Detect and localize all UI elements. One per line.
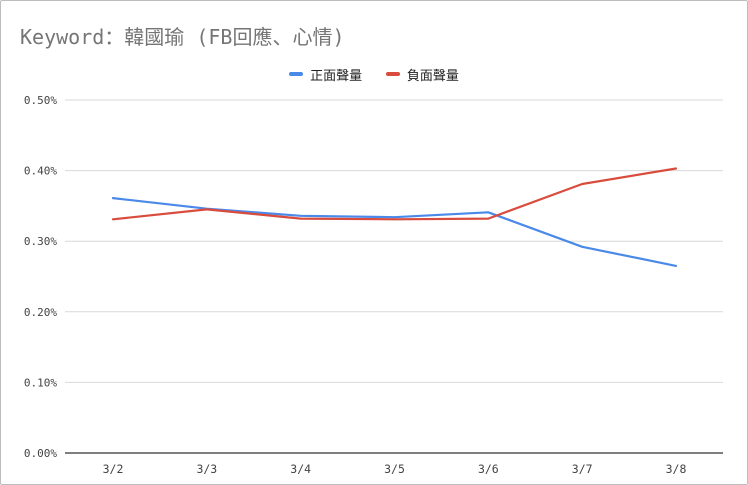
legend: 正面聲量 負面聲量 [1, 64, 747, 84]
legend-item-positive[interactable]: 正面聲量 [289, 65, 362, 84]
y-tick-label: 0.00% [24, 447, 57, 460]
x-tick-label: 3/6 [478, 462, 499, 476]
y-tick-label: 0.30% [24, 235, 57, 248]
x-tick-label: 3/4 [290, 462, 311, 476]
y-tick-label: 0.20% [24, 306, 57, 319]
legend-label-positive: 正面聲量 [310, 67, 363, 83]
legend-item-negative[interactable]: 負面聲量 [385, 65, 459, 84]
x-tick-label: 3/2 [103, 462, 124, 476]
x-tick-label: 3/5 [384, 462, 405, 476]
y-tick-label: 0.40% [24, 165, 57, 178]
y-tick-label: 0.50% [24, 94, 57, 107]
series-line-positive [111, 197, 678, 267]
legend-swatch-negative [385, 72, 400, 76]
series-line-negative [111, 167, 678, 221]
legend-label-negative: 負面聲量 [406, 67, 459, 83]
y-tick-label: 0.10% [24, 376, 57, 389]
x-tick-label: 3/7 [572, 462, 593, 476]
legend-swatch-positive [289, 72, 304, 76]
chart-title: Keyword：韓國瑜 (FB回應、心情) [20, 25, 345, 49]
x-tick-label: 3/3 [196, 462, 217, 476]
x-tick-label: 3/8 [666, 462, 687, 476]
